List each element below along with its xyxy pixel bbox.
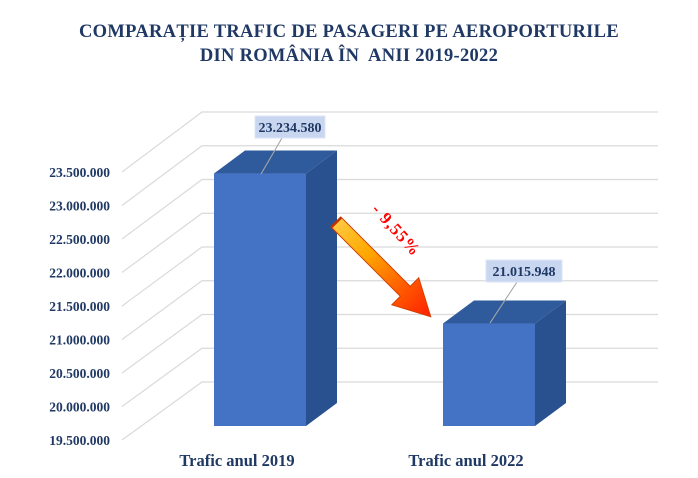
- gridline: [121, 178, 658, 240]
- gridline: [121, 280, 658, 340]
- data-label-box-trafic-anul-2022: [485, 259, 563, 283]
- y-axis-tick-label: 21.500.000: [49, 299, 110, 314]
- data-label-leader-line: [489, 281, 518, 324]
- gridline: [121, 212, 658, 273]
- bar-top-face: [214, 150, 337, 174]
- gridline: [121, 246, 658, 307]
- gridline: [121, 145, 658, 206]
- y-axis-tick-label: 21.000.000: [49, 333, 110, 348]
- y-axis-tick-label: 22.000.000: [49, 266, 110, 281]
- bar-side-face: [306, 150, 337, 426]
- bar-front-face: [214, 173, 306, 426]
- bar-front-face: [443, 323, 535, 426]
- bar-trafic-anul-2019: [214, 150, 337, 426]
- data-label-trafic-anul-2019: 23.234.580: [259, 121, 322, 136]
- data-label-trafic-anul-2022: 21.015.948: [493, 265, 556, 280]
- chart-title: COMPARAȚIE TRAFIC DE PASAGERI PE AEROPOR…: [0, 21, 698, 68]
- category-label-trafic-anul-2019: Trafic anul 2019: [179, 451, 294, 470]
- y-axis-tick-label: 23.000.000: [49, 199, 110, 214]
- bar-top-face: [443, 300, 566, 324]
- gridline: [121, 381, 658, 441]
- chart-title-line1: COMPARAȚIE TRAFIC DE PASAGERI PE AEROPOR…: [79, 22, 619, 42]
- y-axis-tick-label: 23.500.000: [49, 165, 110, 180]
- gridline: [121, 347, 658, 407]
- category-label-trafic-anul-2022: Trafic anul 2022: [408, 451, 523, 470]
- chart-title-line2: DIN ROMÂNIA ÎN ANII 2019-2022: [199, 45, 499, 66]
- y-axis-tick-label: 20.000.000: [49, 400, 110, 415]
- trend-arrow: [330, 216, 432, 318]
- gridline: [121, 313, 658, 374]
- percent-change-annotation: - 9,55%: [368, 200, 425, 260]
- data-label-box-trafic-anul-2019: [254, 115, 326, 139]
- gridline: [121, 111, 658, 173]
- y-axis-tick-label: 20.500.000: [49, 366, 110, 381]
- data-label-leader-line: [260, 137, 283, 175]
- y-axis-tick-label: 19.500.000: [49, 433, 110, 448]
- y-axis-tick-label: 22.500.000: [49, 232, 110, 247]
- bar-side-face: [535, 300, 566, 426]
- bar-trafic-anul-2022: [443, 300, 566, 426]
